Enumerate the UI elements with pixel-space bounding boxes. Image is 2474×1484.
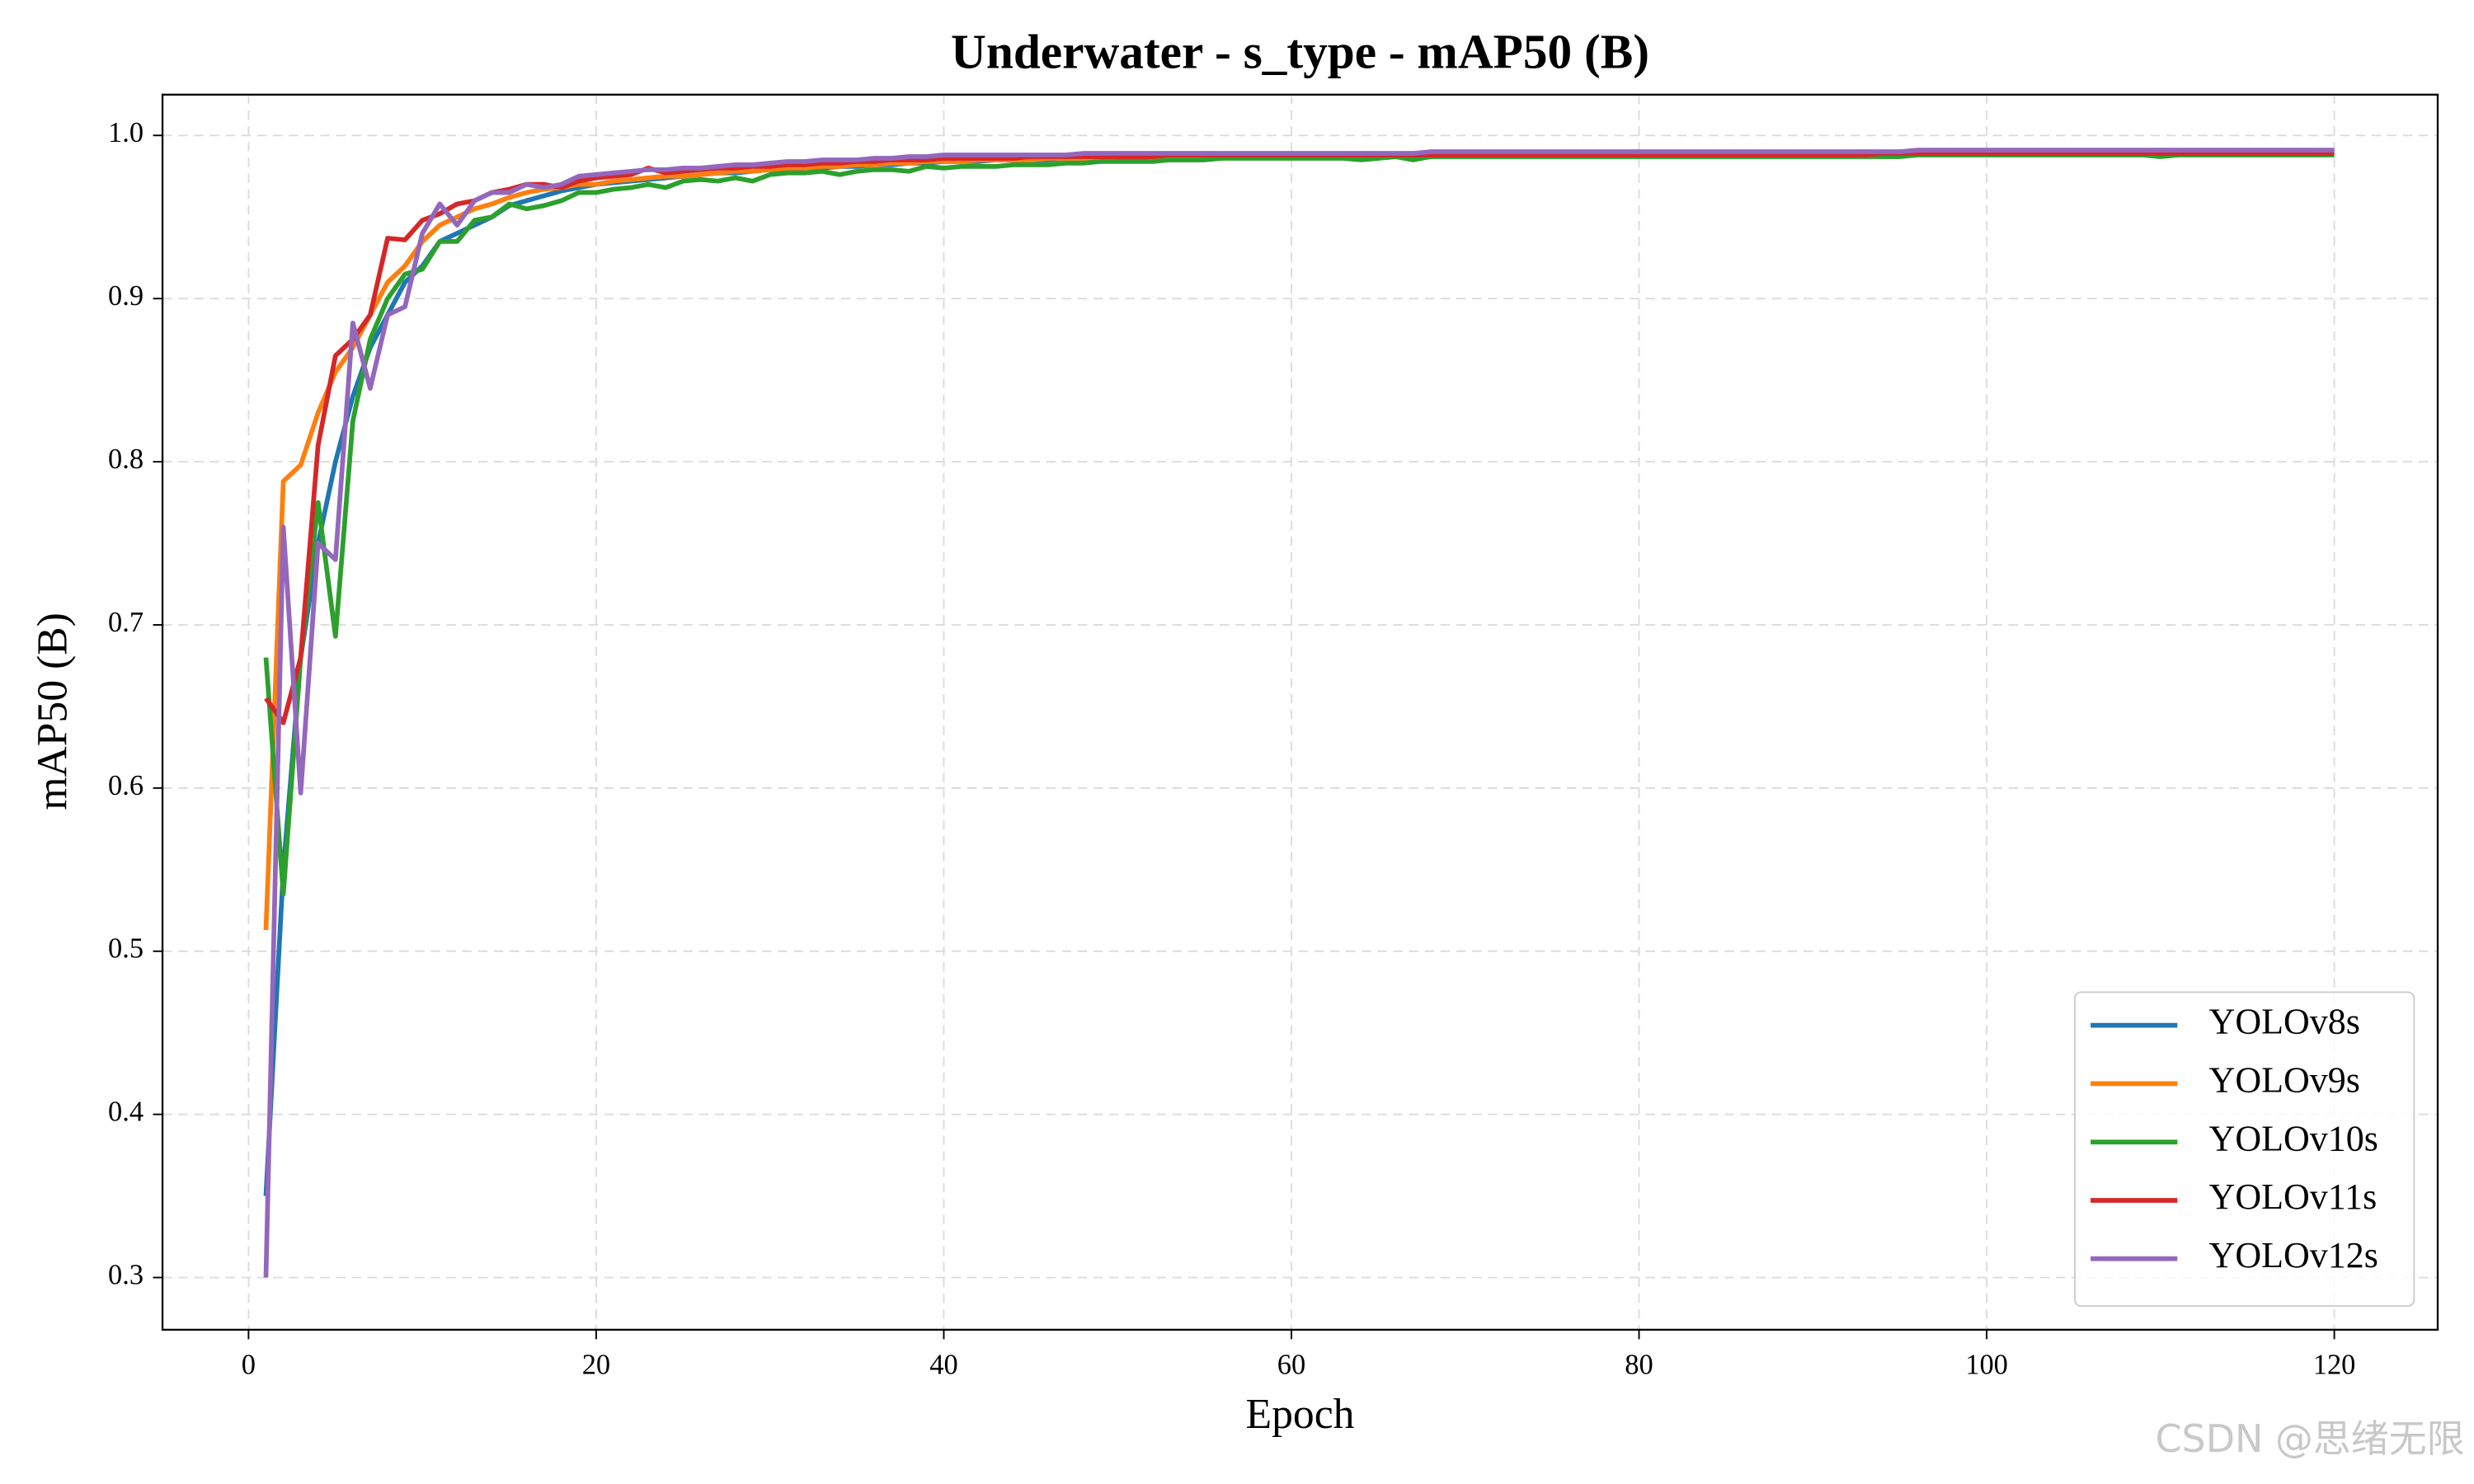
legend-label: YOLOv12s xyxy=(2209,1235,2378,1275)
x-tick-label: 0 xyxy=(242,1350,256,1381)
y-axis-label: mAP50 (B) xyxy=(30,613,77,810)
y-tick-label: 0.5 xyxy=(108,933,143,965)
x-tick-label: 80 xyxy=(1625,1350,1653,1381)
y-tick-label: 1.0 xyxy=(108,117,143,148)
x-tick-label: 40 xyxy=(929,1350,957,1381)
x-tick-label: 20 xyxy=(582,1350,610,1381)
x-tick-label: 120 xyxy=(2313,1350,2356,1381)
y-tick-label: 0.6 xyxy=(108,770,143,801)
y-tick-label: 0.3 xyxy=(108,1259,143,1290)
y-tick-label: 0.4 xyxy=(108,1097,143,1128)
x-axis-label: Epoch xyxy=(1246,1391,1355,1438)
legend-box xyxy=(2073,991,2415,1308)
legend-label: YOLOv8s xyxy=(2209,1002,2360,1042)
x-tick-label: 60 xyxy=(1277,1350,1305,1381)
watermark: CSDN @思绪无限 xyxy=(2156,1416,2465,1461)
y-tick-label: 0.8 xyxy=(108,444,143,475)
series-line xyxy=(263,148,2335,1278)
plot-frame xyxy=(161,93,2439,1331)
y-tick-label: 0.7 xyxy=(108,607,143,638)
chart-title: Underwater - s_type - mAP50 (B) xyxy=(951,24,1649,78)
y-tick-label: 0.9 xyxy=(108,280,143,312)
legend-label: YOLOv10s xyxy=(2209,1118,2378,1158)
x-tick-label: 100 xyxy=(1965,1350,2008,1381)
legend-label: YOLOv11s xyxy=(2209,1176,2378,1217)
legend-label: YOLOv9s xyxy=(2209,1060,2360,1101)
